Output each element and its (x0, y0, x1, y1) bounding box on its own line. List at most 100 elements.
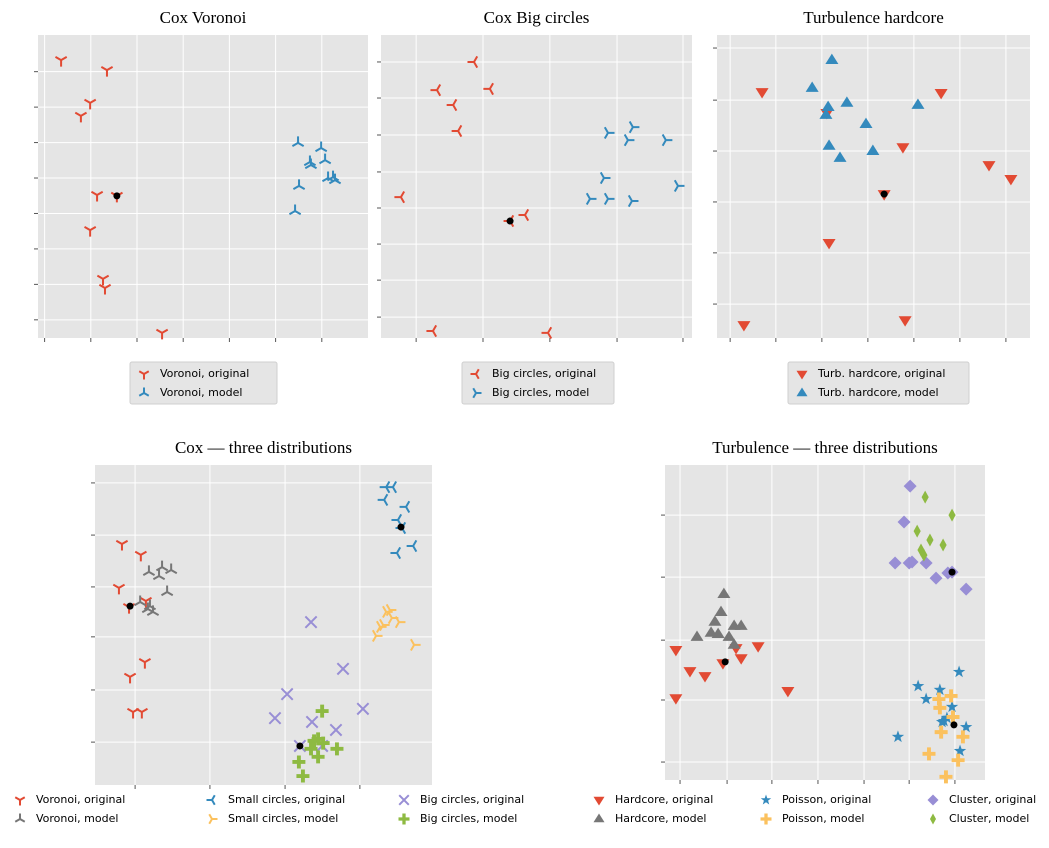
point (833, 151, 847, 162)
legend-label: Cluster, original (949, 793, 1036, 806)
point (268, 711, 282, 725)
point (112, 583, 126, 595)
point (959, 720, 973, 733)
highlight-point (397, 523, 405, 531)
point (921, 490, 929, 504)
legend-marker (206, 794, 216, 806)
point (956, 730, 970, 744)
point (599, 171, 611, 185)
point (948, 508, 956, 522)
legend-label: Big circles, original (492, 367, 596, 380)
legend-label: Big circles, original (420, 793, 524, 806)
highlight-point (880, 190, 888, 198)
point (934, 88, 948, 100)
point (953, 744, 967, 757)
point (628, 120, 640, 134)
point (315, 141, 328, 153)
point (933, 701, 947, 715)
point (96, 274, 110, 286)
point (311, 750, 325, 764)
point (934, 725, 948, 739)
highlight-point (950, 721, 958, 729)
legend-marker (796, 387, 808, 397)
point (781, 686, 795, 698)
point (714, 605, 728, 617)
point (296, 769, 310, 783)
point (929, 571, 943, 585)
legend-label: Small circles, original (228, 793, 345, 806)
point (356, 702, 370, 716)
legend-label: Poisson, original (782, 793, 871, 806)
point (446, 98, 458, 112)
point (155, 560, 169, 572)
point (939, 538, 947, 552)
point (717, 587, 731, 599)
point (377, 493, 389, 507)
point (394, 615, 406, 629)
highlight-point (506, 217, 514, 225)
point (451, 124, 463, 138)
point (90, 190, 104, 202)
point (722, 630, 736, 641)
point (913, 524, 921, 538)
legend-label: Hardcore, original (615, 793, 713, 806)
legend-marker (470, 368, 480, 380)
legend-label: Voronoi, original (36, 793, 125, 806)
legend-marker (14, 796, 26, 806)
point (911, 98, 925, 109)
point (734, 619, 748, 630)
point (821, 100, 835, 112)
chart-title: Cox — three distributions (175, 438, 352, 457)
point (939, 770, 953, 784)
legend-label: Poisson, model (782, 812, 864, 825)
point (661, 134, 673, 147)
point (329, 723, 343, 737)
point (933, 683, 947, 696)
point (304, 615, 318, 629)
point (316, 736, 330, 750)
point (737, 321, 751, 332)
point (751, 642, 765, 653)
legend-marker (14, 813, 26, 823)
plot-area (381, 35, 692, 338)
legend-marker (593, 813, 605, 823)
point (430, 84, 442, 97)
point (123, 672, 137, 684)
point (74, 111, 88, 123)
legend-marker (927, 794, 939, 806)
point (727, 638, 741, 649)
chart-title: Turbulence — three distributions (712, 438, 938, 457)
point (371, 629, 383, 643)
point (291, 136, 305, 147)
point (330, 742, 344, 756)
point (711, 627, 725, 639)
point (292, 755, 306, 769)
point (669, 646, 683, 657)
legend-marker (472, 387, 482, 399)
legend-marker (929, 813, 937, 825)
point (840, 96, 854, 107)
plot-area (38, 35, 368, 338)
chart-title: Turbulence hardcore (803, 8, 944, 27)
point (142, 565, 156, 576)
point (690, 630, 704, 641)
point (98, 283, 112, 295)
point (386, 480, 398, 494)
highlight-point (948, 568, 956, 576)
point (952, 665, 966, 678)
legend-label: Turb. hardcore, model (817, 386, 939, 399)
point (922, 747, 936, 761)
point (426, 324, 438, 338)
point (134, 550, 147, 562)
point (305, 715, 319, 729)
legend-marker (760, 813, 772, 825)
point (903, 479, 917, 493)
point (318, 153, 332, 165)
point (627, 194, 639, 208)
point (898, 316, 912, 327)
highlight-point (296, 742, 304, 750)
point (311, 732, 325, 746)
point (385, 603, 397, 617)
